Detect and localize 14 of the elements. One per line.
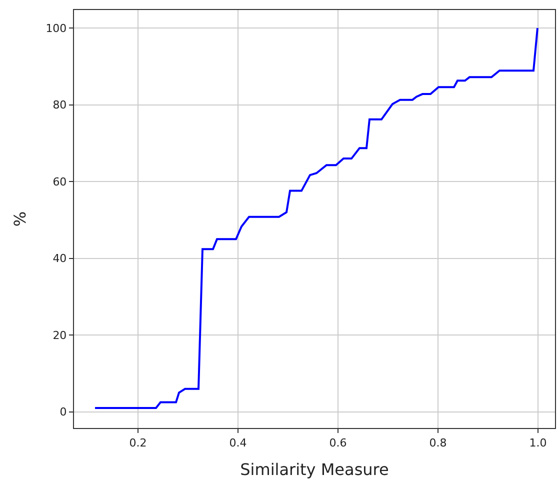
x-tick-label: 0.2 [129,436,147,450]
x-tick-label: 0.4 [229,436,247,450]
x-tick-label: 0.6 [329,436,347,450]
y-axis-title: % [10,211,30,227]
x-axis-title: Similarity Measure [240,460,389,479]
y-tick-label: 80 [52,98,67,112]
y-tick-label: 40 [52,252,67,266]
line-series [94,27,538,410]
y-tick-label: 100 [46,22,67,35]
y-tick-label: 0 [60,406,67,419]
y-tick-label: 60 [52,175,67,188]
x-tick-label: 0.8 [429,436,447,450]
y-tick-label: 20 [52,328,67,342]
x-tick-label: 1.0 [529,436,547,450]
